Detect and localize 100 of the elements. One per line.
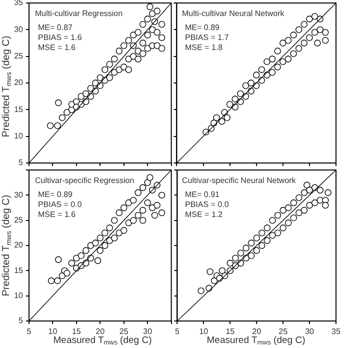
point xyxy=(111,216,118,224)
point xyxy=(306,202,313,209)
y-tick-label: 5 xyxy=(18,158,24,168)
point xyxy=(139,216,146,224)
point xyxy=(55,99,62,106)
x-axis-title: Measured T$_{mws}$ (deg C) xyxy=(52,335,153,347)
point xyxy=(213,114,220,122)
point xyxy=(82,247,90,254)
point xyxy=(120,204,128,212)
x-tick-label: 25 xyxy=(119,327,129,336)
point xyxy=(82,90,90,98)
x-tick-label: 20 xyxy=(252,327,262,336)
y-tick-label: 15 xyxy=(14,104,24,114)
point xyxy=(139,184,146,191)
y-tick-label: 5 xyxy=(18,316,24,326)
point xyxy=(218,267,226,274)
y-tick-label: 35 xyxy=(14,0,24,8)
point xyxy=(125,36,132,44)
annotation: ME= 0.91 xyxy=(185,190,220,200)
point xyxy=(237,250,244,256)
annotation: ME= 0.89 xyxy=(185,23,220,33)
annotation: MSE = 1.6 xyxy=(38,210,77,220)
point xyxy=(144,32,151,38)
text: Multi-cultivar Neural Network xyxy=(182,9,284,19)
point xyxy=(280,58,286,66)
point xyxy=(106,74,113,82)
point xyxy=(139,20,146,28)
annotation: MSE = 1.8 xyxy=(185,43,224,53)
point xyxy=(198,287,204,294)
point xyxy=(280,224,286,232)
point xyxy=(134,56,142,62)
point xyxy=(242,82,250,90)
point xyxy=(146,174,154,181)
annotation: ME= 0.87 xyxy=(38,23,74,33)
point xyxy=(322,202,329,209)
point xyxy=(158,209,166,216)
point xyxy=(125,66,132,74)
point xyxy=(290,50,297,58)
y-tick-label: 30 xyxy=(14,190,24,200)
point xyxy=(311,199,318,206)
point xyxy=(111,234,118,242)
point xyxy=(134,189,142,196)
point xyxy=(274,230,282,236)
annotation: PBIAS = 1.7 xyxy=(185,33,230,43)
point xyxy=(224,114,230,122)
y-tick-label: 30 xyxy=(14,24,24,34)
point xyxy=(322,28,329,36)
point xyxy=(280,206,286,214)
point xyxy=(274,64,281,70)
point xyxy=(284,56,292,62)
y-tick-label: 10 xyxy=(14,132,24,141)
point xyxy=(295,44,302,52)
point xyxy=(111,68,118,76)
y-tick-label: 25 xyxy=(14,52,24,61)
point xyxy=(269,216,276,224)
x-axis-title: Measured T$_{mws}$ (deg C) xyxy=(206,335,306,347)
point xyxy=(311,12,318,20)
point xyxy=(92,240,99,246)
point xyxy=(54,122,61,130)
point xyxy=(242,244,250,252)
annotation: PBIAS = 0.0 xyxy=(38,200,83,210)
point xyxy=(96,74,104,82)
point xyxy=(280,40,286,46)
x-tick-label: 5 xyxy=(26,327,32,336)
point xyxy=(144,199,151,206)
point xyxy=(116,209,122,216)
y-tick-label: 25 xyxy=(14,216,24,225)
point xyxy=(274,48,281,54)
point xyxy=(237,90,244,98)
point xyxy=(116,48,122,54)
point xyxy=(290,32,297,38)
point xyxy=(258,66,266,74)
point xyxy=(87,84,94,92)
point xyxy=(102,242,108,249)
point xyxy=(306,34,313,42)
point xyxy=(130,32,137,38)
point xyxy=(264,237,271,244)
point xyxy=(151,212,158,219)
point xyxy=(306,186,313,194)
x-tick-label: 10 xyxy=(48,327,58,336)
point xyxy=(295,26,302,34)
point xyxy=(130,52,137,60)
point xyxy=(78,252,85,259)
annotation: PBIAS = 0.0 xyxy=(185,200,230,210)
point xyxy=(316,186,324,194)
annotation: PBIAS = 1.6 xyxy=(38,33,83,43)
point xyxy=(58,114,66,122)
point xyxy=(290,199,298,206)
point xyxy=(148,26,156,34)
text: Multi-cultivar Regression xyxy=(35,9,123,19)
annotation: MSE = 1.6 xyxy=(38,43,77,53)
point xyxy=(68,260,76,266)
y-tick-label: 20 xyxy=(14,78,24,88)
point xyxy=(96,234,104,242)
point xyxy=(154,202,160,209)
point xyxy=(314,40,321,46)
point xyxy=(285,204,292,212)
point xyxy=(134,28,142,36)
point xyxy=(154,28,160,36)
point xyxy=(274,212,282,219)
